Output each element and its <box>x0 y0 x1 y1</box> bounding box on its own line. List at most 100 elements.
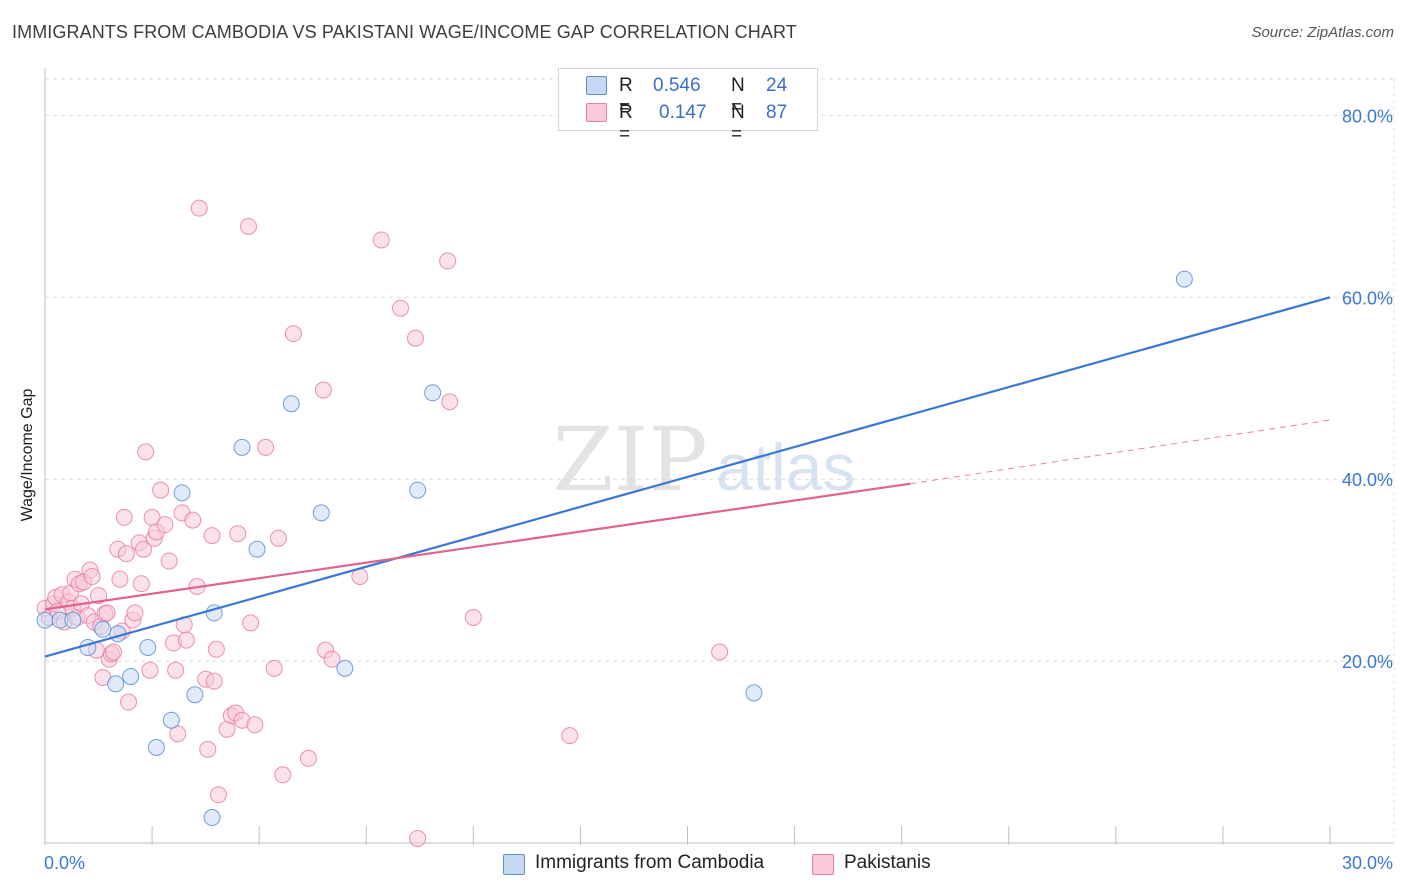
point-pakistanis <box>137 443 155 461</box>
point-pakistanis <box>372 231 390 249</box>
point-pakistanis <box>257 438 275 456</box>
point-pakistanis <box>561 727 579 745</box>
point-cambodia <box>312 504 330 522</box>
point-pakistanis <box>439 252 457 270</box>
point-pakistanis <box>177 631 195 649</box>
point-pakistanis <box>83 568 101 586</box>
point-pakistanis <box>190 199 208 217</box>
legend-n-value: 24 <box>766 75 788 96</box>
point-cambodia <box>139 638 157 656</box>
point-pakistanis <box>246 716 264 734</box>
source-label: Source: ZipAtlas.com <box>1251 24 1394 41</box>
point-pakistanis <box>135 540 153 558</box>
y-tick-label: 60.0% <box>1342 288 1393 308</box>
x-tick-label: 30.0% <box>1342 853 1393 873</box>
point-pakistanis <box>152 481 170 499</box>
point-pakistanis <box>323 650 341 668</box>
point-pakistanis <box>105 643 123 661</box>
y-tick-label: 20.0% <box>1342 652 1393 672</box>
point-pakistanis <box>90 587 108 605</box>
point-cambodia <box>186 686 204 704</box>
point-cambodia <box>409 481 427 499</box>
point-pakistanis <box>160 552 178 570</box>
axes <box>44 68 1394 845</box>
point-pakistanis <box>441 393 459 411</box>
point-cambodia <box>336 659 354 677</box>
watermark-zip: ZIP <box>552 408 707 511</box>
point-pakistanis <box>167 661 185 679</box>
point-pakistanis <box>120 693 138 711</box>
trend-lines <box>44 296 1331 658</box>
point-pakistanis <box>711 643 729 661</box>
point-pakistanis <box>169 725 187 743</box>
chart-title: IMMIGRANTS FROM CAMBODIA VS PAKISTANI WA… <box>12 22 797 42</box>
legend-n-label: N = <box>731 102 745 145</box>
trend-cambodia <box>44 296 1331 658</box>
point-pakistanis <box>184 511 202 529</box>
y-axis-label: Wage/Income Gap <box>19 388 36 522</box>
legend-r-label: R = <box>619 102 633 145</box>
point-pakistanis <box>203 527 221 545</box>
point-pakistanis <box>409 829 427 847</box>
point-cambodia <box>79 638 97 656</box>
point-cambodia <box>248 540 266 558</box>
point-pakistanis <box>126 604 144 622</box>
legend-n-value: 87 <box>766 102 788 123</box>
point-cambodia <box>233 438 251 456</box>
point-pakistanis <box>239 217 257 235</box>
point-cambodia <box>424 384 442 402</box>
point-pakistanis <box>274 766 292 784</box>
point-cambodia <box>64 611 82 629</box>
point-pakistanis <box>115 508 133 526</box>
point-cambodia <box>36 611 54 629</box>
point-cambodia <box>107 675 125 693</box>
point-pakistanis <box>284 325 302 343</box>
point-pakistanis <box>199 740 217 758</box>
point-pakistanis <box>269 529 287 547</box>
point-pakistanis <box>156 516 174 534</box>
point-cambodia <box>147 739 165 756</box>
point-pakistanis <box>242 614 260 632</box>
point-pakistanis <box>407 329 425 347</box>
point-cambodia <box>94 620 112 638</box>
legend-n-label: N = <box>731 75 745 118</box>
legend-r-value: 0.546 <box>653 75 701 96</box>
point-cambodia <box>745 684 763 702</box>
point-pakistanis <box>392 299 410 317</box>
legend-swatch-cambodia <box>586 76 607 95</box>
series-label-cambodia: Immigrants from Cambodia <box>535 852 765 873</box>
point-pakistanis <box>314 381 332 399</box>
point-pakistanis <box>265 659 283 677</box>
point-cambodia <box>162 711 180 729</box>
tick-labels: 20.0% 40.0% 60.0% 80.0% 0.0% 30.0% <box>44 106 1393 873</box>
series-swatch-cambodia <box>503 854 525 875</box>
point-cambodia <box>1175 270 1193 288</box>
point-pakistanis <box>98 604 116 622</box>
trend-pakistanis-extension <box>910 419 1331 485</box>
data-points <box>36 199 1193 847</box>
point-pakistanis <box>209 786 227 804</box>
series-legend: Immigrants from Cambodia Pakistanis <box>0 852 1406 878</box>
y-tick-label: 40.0% <box>1342 470 1393 490</box>
point-pakistanis <box>141 661 159 679</box>
point-pakistanis <box>229 525 247 543</box>
legend-swatch-pakistanis <box>586 103 607 122</box>
point-pakistanis <box>205 672 223 690</box>
point-pakistanis <box>132 575 150 593</box>
correlation-legend: R = 0.546 N = 24 R = 0.147 N = 87 <box>558 68 818 145</box>
y-tick-label: 80.0% <box>1342 106 1393 126</box>
series-swatch-pakistanis <box>812 854 834 875</box>
point-pakistanis <box>117 545 135 563</box>
point-cambodia <box>203 809 221 827</box>
point-pakistanis <box>207 640 225 658</box>
x-tick-label: 0.0% <box>44 853 85 873</box>
point-cambodia <box>173 484 191 502</box>
point-cambodia <box>282 395 300 413</box>
point-cambodia <box>122 668 140 686</box>
watermark-atlas: atlas <box>716 430 855 504</box>
point-pakistanis <box>464 608 482 626</box>
series-label-pakistanis: Pakistanis <box>844 852 931 873</box>
legend-r-value: 0.147 <box>659 102 707 123</box>
point-pakistanis <box>111 570 129 588</box>
